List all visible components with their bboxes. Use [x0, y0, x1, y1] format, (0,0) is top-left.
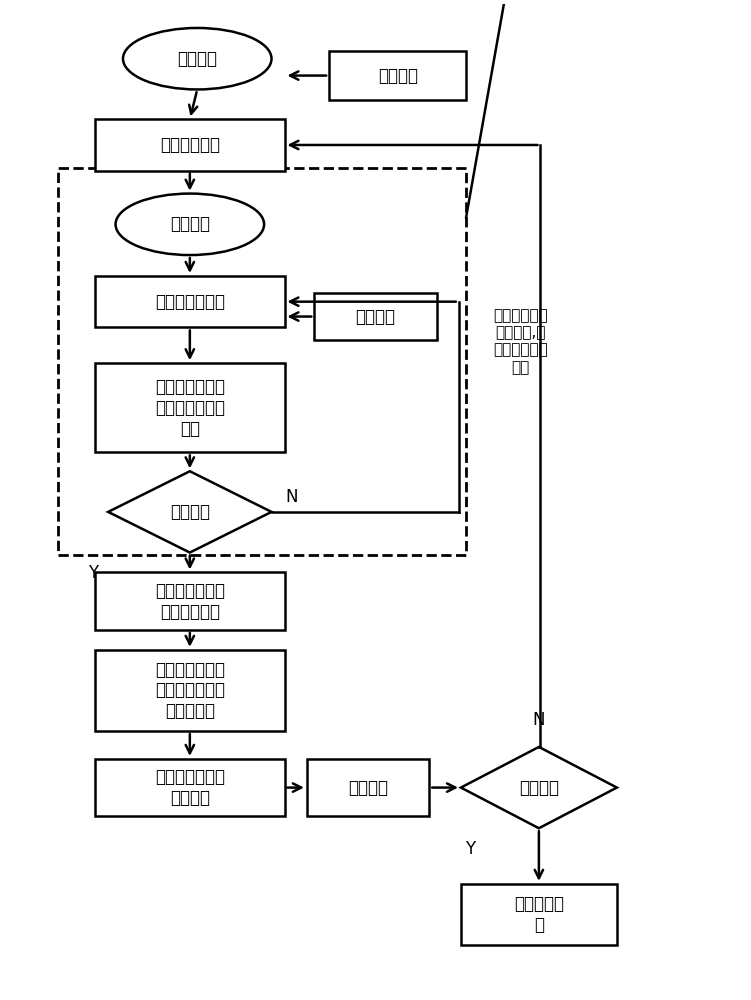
Ellipse shape — [116, 194, 264, 255]
Text: 适应度值: 适应度值 — [348, 779, 388, 797]
Text: 不确定向量个体: 不确定向量个体 — [155, 293, 225, 311]
Text: Y: Y — [465, 840, 475, 858]
Text: 确定性优化问题
的罚函数: 确定性优化问题 的罚函数 — [155, 768, 225, 807]
Text: Y: Y — [88, 564, 98, 582]
Text: 内层优化: 内层优化 — [170, 215, 210, 233]
Text: N: N — [532, 711, 545, 729]
Polygon shape — [461, 747, 617, 828]
Text: 外层优化: 外层优化 — [177, 50, 217, 68]
Bar — [307, 759, 430, 816]
Bar — [58, 168, 466, 555]
Text: N: N — [285, 488, 297, 506]
Bar — [95, 572, 285, 630]
Text: 转换后的确定性
优化问题的目标
函数和约束: 转换后的确定性 优化问题的目标 函数和约束 — [155, 661, 225, 720]
Bar — [95, 363, 285, 452]
Ellipse shape — [123, 28, 272, 89]
Bar — [95, 759, 285, 816]
Text: 最优决策向
量: 最优决策向 量 — [514, 895, 564, 934]
Text: 不确定域: 不确定域 — [355, 308, 396, 326]
Bar — [461, 884, 617, 945]
Text: 不确定目标函数
和约束的区间: 不确定目标函数 和约束的区间 — [155, 582, 225, 621]
Bar — [314, 293, 437, 340]
Polygon shape — [108, 471, 272, 553]
Text: 对于每一决策
向量个体,内
层优化被调用
多次: 对于每一决策 向量个体,内 层优化被调用 多次 — [493, 308, 547, 375]
Text: 是否收敛: 是否收敛 — [519, 779, 559, 797]
Text: 是否收敛: 是否收敛 — [170, 503, 210, 521]
Bar — [95, 650, 285, 731]
Text: 决策向量个体: 决策向量个体 — [160, 136, 220, 154]
Bar — [329, 51, 466, 100]
Text: 求解目标函数或
约束边界的适应
度值: 求解目标函数或 约束边界的适应 度值 — [155, 378, 225, 438]
Bar — [95, 119, 285, 171]
Bar — [95, 276, 285, 327]
Text: 决策空间: 决策空间 — [378, 67, 418, 85]
